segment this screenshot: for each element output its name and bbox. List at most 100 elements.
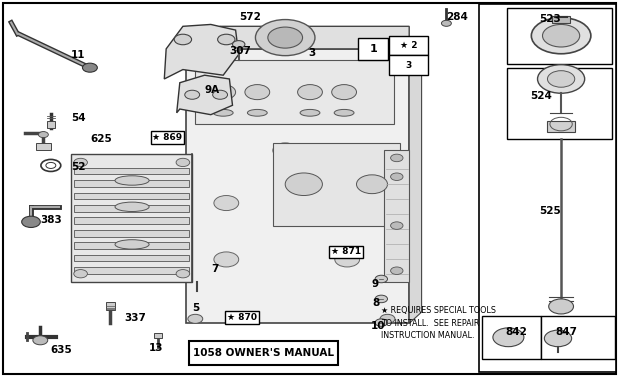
Circle shape (188, 314, 203, 323)
Text: 7: 7 (211, 264, 218, 274)
Circle shape (74, 158, 87, 167)
Circle shape (176, 158, 190, 167)
Text: 842: 842 (505, 327, 527, 337)
Text: 52: 52 (71, 162, 86, 172)
Text: 54: 54 (71, 114, 86, 123)
Bar (74, 255, 189, 261)
Text: ★ REQUIRES SPECIAL TOOLS
TO INSTALL.  SEE REPAIR
INSTRUCTION MANUAL.: ★ REQUIRES SPECIAL TOOLS TO INSTALL. SEE… (381, 306, 496, 340)
Circle shape (391, 154, 403, 162)
Bar (358, 38, 388, 60)
Bar (389, 36, 428, 55)
Polygon shape (177, 75, 232, 115)
Ellipse shape (247, 109, 267, 116)
Circle shape (176, 270, 190, 278)
Circle shape (74, 270, 87, 278)
Ellipse shape (213, 109, 233, 116)
Circle shape (213, 90, 228, 99)
Circle shape (380, 39, 395, 48)
Text: 383: 383 (40, 215, 62, 225)
Circle shape (391, 222, 403, 229)
Circle shape (174, 34, 192, 45)
Bar (195, 60, 394, 124)
Bar (389, 55, 428, 75)
Text: 847: 847 (555, 327, 577, 337)
Circle shape (531, 18, 591, 54)
Bar (507, 8, 612, 64)
Bar (189, 341, 338, 365)
Text: 10: 10 (371, 321, 385, 331)
Bar (541, 316, 615, 359)
Text: 9: 9 (372, 279, 379, 289)
Text: ★ 869: ★ 869 (153, 133, 182, 142)
Text: 307: 307 (229, 46, 251, 56)
Bar (74, 193, 189, 199)
Circle shape (255, 20, 315, 56)
Circle shape (33, 336, 48, 345)
Bar (74, 230, 189, 237)
Text: 524: 524 (530, 91, 552, 101)
Bar (74, 168, 189, 174)
Bar (74, 180, 189, 187)
Circle shape (218, 34, 235, 45)
Polygon shape (409, 49, 422, 323)
Bar (74, 267, 189, 274)
Text: 3: 3 (405, 61, 412, 70)
Circle shape (493, 328, 524, 347)
Text: ★ 870: ★ 870 (227, 313, 257, 322)
Circle shape (375, 295, 388, 303)
Text: 284: 284 (446, 12, 468, 22)
Circle shape (232, 41, 245, 48)
Bar (273, 143, 400, 226)
Circle shape (285, 173, 322, 196)
Circle shape (380, 314, 395, 323)
Ellipse shape (115, 202, 149, 211)
Bar (71, 154, 192, 282)
Bar (36, 143, 51, 150)
Circle shape (273, 143, 298, 158)
Text: ★ 871: ★ 871 (331, 247, 361, 256)
Bar (384, 150, 409, 282)
Text: 9A: 9A (205, 85, 219, 95)
Circle shape (441, 20, 451, 26)
Text: eReplacementParts.com: eReplacementParts.com (184, 182, 337, 194)
Text: 11: 11 (71, 50, 86, 59)
Text: 13: 13 (149, 343, 163, 353)
Text: ★ 2: ★ 2 (400, 41, 417, 50)
Circle shape (214, 252, 239, 267)
Circle shape (547, 71, 575, 87)
Circle shape (22, 216, 40, 227)
Polygon shape (164, 24, 239, 79)
Circle shape (268, 27, 303, 48)
Bar (547, 121, 575, 132)
Circle shape (245, 85, 270, 100)
Circle shape (544, 330, 572, 347)
Text: 5: 5 (192, 303, 200, 313)
Text: 337: 337 (124, 313, 146, 323)
Ellipse shape (115, 240, 149, 249)
Ellipse shape (115, 176, 149, 185)
Circle shape (298, 85, 322, 100)
Circle shape (38, 132, 48, 138)
Bar (154, 333, 162, 338)
Circle shape (356, 175, 388, 194)
Circle shape (375, 275, 388, 283)
Circle shape (542, 24, 580, 47)
Circle shape (82, 63, 97, 72)
Bar (74, 242, 189, 249)
Circle shape (538, 65, 585, 93)
Text: 1: 1 (370, 44, 377, 54)
Circle shape (375, 319, 388, 326)
Text: 572: 572 (239, 12, 260, 22)
Bar (74, 205, 189, 212)
Bar (186, 49, 409, 323)
Bar (74, 217, 189, 224)
Text: 525: 525 (539, 206, 561, 215)
Text: 1058 OWNER'S MANUAL: 1058 OWNER'S MANUAL (193, 348, 334, 358)
Ellipse shape (300, 109, 320, 116)
Text: 635: 635 (51, 346, 73, 355)
Polygon shape (186, 26, 409, 49)
Ellipse shape (334, 109, 354, 116)
Text: 523: 523 (539, 14, 561, 24)
Circle shape (185, 90, 200, 99)
Circle shape (549, 299, 574, 314)
